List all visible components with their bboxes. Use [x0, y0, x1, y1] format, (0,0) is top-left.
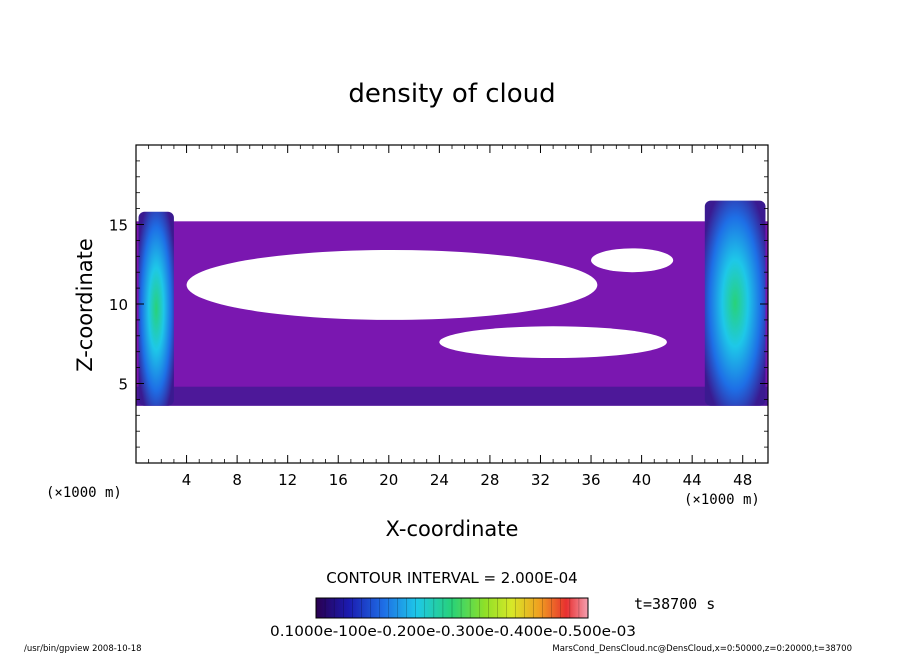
y-tick-label: 15 [109, 217, 128, 235]
y-tick-label: 10 [109, 296, 128, 314]
dense-bottom-band [136, 386, 768, 406]
x-tick-label: 40 [632, 471, 651, 489]
x-tick-label: 8 [232, 471, 242, 489]
peak-region [138, 211, 174, 406]
y-axis-label: Z-coordinate [73, 238, 97, 372]
footer-left: /usr/bin/gpview 2008-10-18 [24, 644, 142, 654]
x-tick-label: 12 [278, 471, 297, 489]
x-tick-label: 44 [683, 471, 702, 489]
x-axis-label: X-coordinate [386, 517, 519, 541]
clear-region [439, 326, 667, 359]
colorbar-labels: 0.1000e-100e-0.200e-0.300e-0.400e-0.500e… [270, 624, 636, 640]
plot-area [136, 200, 768, 406]
x-tick-label: 20 [379, 471, 398, 489]
clear-region [591, 248, 674, 273]
x-tick-label: 16 [329, 471, 348, 489]
contour-interval: CONTOUR INTERVAL = 2.000E-04 [326, 569, 577, 587]
x-tick-label: 24 [430, 471, 449, 489]
x-tick-label: 28 [480, 471, 499, 489]
x-tick-label: 4 [182, 471, 192, 489]
x-tick-label: 36 [581, 471, 600, 489]
x-tick-label: 32 [531, 471, 550, 489]
y-axis-ticks: 5 10 15 [109, 160, 768, 448]
x-axis-ticks: 4 8 12 16 20 24 28 32 36 40 44 48 [148, 145, 756, 489]
peak-region [704, 200, 766, 406]
footer-right: MarsCond_DensCloud.nc@DensCloud,x=0:5000… [552, 644, 852, 654]
x-tick-label: 48 [733, 471, 752, 489]
x-unit-label: (×1000 m) [684, 492, 760, 508]
clear-region [186, 249, 598, 320]
time-label: t=38700 s [634, 595, 715, 613]
z-unit-label: (×1000 m) [46, 485, 122, 501]
chart-title: density of cloud [348, 79, 555, 109]
colorbar-ticks [324, 598, 580, 618]
y-tick-label: 5 [118, 376, 128, 394]
